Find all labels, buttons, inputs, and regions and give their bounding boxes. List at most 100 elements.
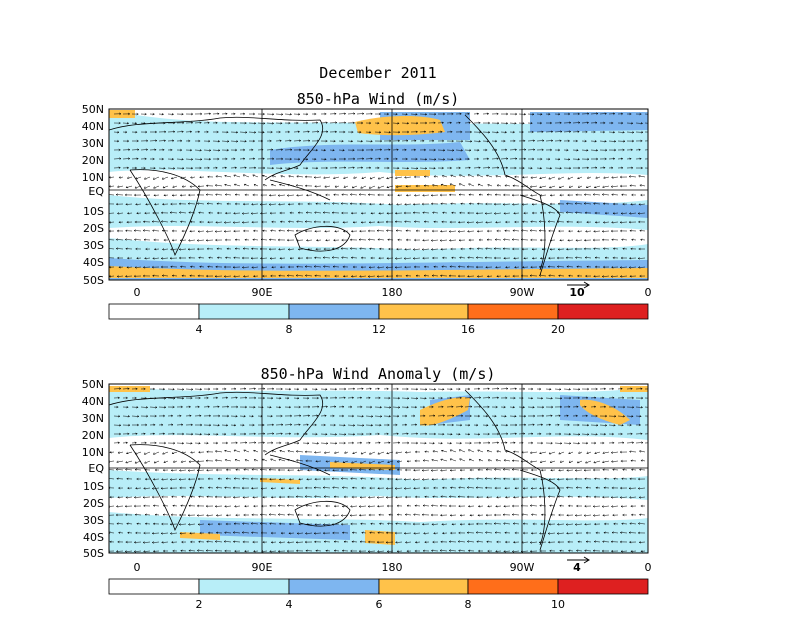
wind-arrow [419, 148, 426, 152]
wind-arrow [316, 513, 322, 517]
wind-arrow [341, 238, 349, 242]
wind-arrow [203, 130, 209, 134]
wind-arrow [195, 423, 203, 427]
wind-arrow [143, 193, 151, 197]
wind-arrow [536, 414, 544, 418]
wind-arrow [239, 396, 248, 400]
wind-arrow [133, 274, 142, 278]
wind-arrow [113, 396, 120, 400]
wind-arrow [496, 540, 502, 544]
wind-arrow [477, 275, 484, 278]
wind-arrow [311, 130, 320, 133]
wind-arrow [412, 522, 421, 526]
wind-arrow [269, 194, 277, 197]
wind-arrow [421, 513, 430, 517]
wind-arrow [536, 166, 542, 170]
wind-arrow [449, 183, 457, 187]
wind-arrow [611, 531, 619, 534]
wind-arrow [532, 256, 538, 260]
wind-arrow [341, 211, 348, 215]
wind-arrow [234, 193, 241, 197]
wind-arrow [540, 478, 547, 481]
wind-arrow [528, 130, 534, 134]
map-frame [108, 383, 649, 554]
wind-arrow [394, 531, 403, 535]
wind-arrow [340, 247, 349, 250]
wind-arrow [203, 121, 210, 125]
svg-text:10N: 10N [82, 446, 104, 459]
wind-arrow [275, 157, 284, 161]
wind-arrow [158, 432, 165, 436]
wind-arrow [124, 504, 133, 508]
wind-arrow [296, 486, 304, 490]
wind-arrow [468, 505, 475, 508]
wind-arrow [296, 220, 304, 223]
wind-arrow [395, 477, 403, 481]
wind-arrow [529, 495, 538, 499]
wind-arrow [338, 148, 345, 152]
wind-arrow [215, 184, 223, 187]
wind-arrow [581, 166, 589, 170]
wind-arrow [368, 266, 376, 269]
wind-arrow [132, 396, 137, 400]
wind-arrow [196, 514, 205, 517]
wind-arrow [503, 550, 511, 553]
wind-arrow [590, 139, 597, 143]
wind-arrow [540, 194, 547, 197]
wind-arrow [208, 256, 214, 260]
wind-arrow [402, 414, 408, 418]
wind-arrow [149, 406, 158, 409]
wind-arrow [188, 477, 196, 481]
wind-arrow [539, 229, 547, 232]
wind-arrow [557, 495, 565, 498]
wind-arrow [350, 505, 358, 508]
wind-arrow [313, 176, 322, 179]
wind-arrow [226, 513, 232, 517]
wind-arrow [611, 176, 619, 179]
wind-arrow [171, 193, 178, 197]
wind-arrow [522, 265, 529, 269]
wind-arrow [509, 112, 518, 116]
wind-arrow [241, 486, 250, 490]
wind-arrow [109, 477, 115, 480]
wind-arrow [621, 477, 628, 481]
wind-arrow [188, 211, 196, 214]
wind-arrow [269, 522, 277, 525]
svg-text:EQ: EQ [88, 185, 104, 198]
wind-arrow [252, 496, 259, 499]
wind-arrow [113, 423, 122, 427]
wind-arrow [483, 148, 488, 152]
wind-arrow [617, 131, 625, 134]
wind-arrow [140, 121, 146, 125]
wind-arrow [599, 112, 607, 115]
wind-arrow [626, 166, 634, 170]
wind-arrow [403, 257, 412, 260]
wind-arrow [230, 396, 238, 399]
wind-arrow [351, 185, 358, 189]
wind-arrow [270, 487, 277, 490]
wind-arrow [197, 504, 205, 508]
wind-arrow [572, 414, 578, 418]
wind-arrow [401, 112, 408, 116]
wind-arrow [207, 477, 214, 481]
wind-arrow [590, 121, 598, 125]
wind-arrow [239, 112, 246, 116]
wind-arrow [251, 266, 259, 269]
wind-arrow [492, 432, 500, 436]
wind-arrow [566, 247, 574, 251]
wind-arrow [230, 414, 238, 418]
wind-arrow [167, 112, 174, 116]
wind-arrow [527, 139, 535, 142]
wind-arrow [163, 238, 169, 242]
wind-arrow [577, 495, 583, 499]
wind-arrow [176, 423, 184, 427]
wind-arrow [500, 166, 508, 170]
wind-arrow [134, 185, 142, 189]
wind-arrow [314, 185, 322, 188]
wind-arrow [392, 423, 398, 427]
wind-arrow [593, 460, 601, 464]
wind-arrow [437, 121, 444, 125]
wind-arrow [485, 531, 493, 534]
wind-arrow [512, 504, 519, 508]
wind-arrow [636, 166, 643, 170]
